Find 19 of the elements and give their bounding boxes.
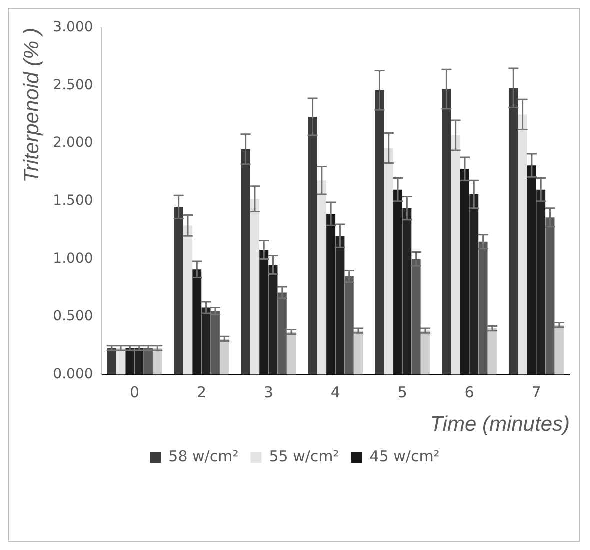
y-tick-label: 2.500 xyxy=(53,77,94,94)
y-axis-title: Triterpenoid (% ) xyxy=(20,28,44,183)
y-tick-label: 3.000 xyxy=(53,20,94,36)
legend-label: 45 w/cm² xyxy=(370,447,440,466)
x-tick-label: 0 xyxy=(130,384,140,402)
legend-label: 58 w/cm² xyxy=(168,447,239,466)
x-tick-label: 3 xyxy=(264,384,274,402)
x-tick-label: 4 xyxy=(330,384,340,402)
x-tick-label: 6 xyxy=(464,384,474,402)
x-tick-label: 2 xyxy=(196,384,206,402)
x-tick-label: 7 xyxy=(532,384,542,402)
y-tick-label: 0.000 xyxy=(53,366,94,382)
y-tick-label: 1.500 xyxy=(53,193,94,210)
y-tick-label: 2.000 xyxy=(53,135,94,152)
y-tick-label: 0.500 xyxy=(53,308,94,325)
x-tick-label: 5 xyxy=(398,384,408,402)
x-axis-title: Time (minutes) xyxy=(430,413,570,436)
y-tick-label: 1.000 xyxy=(53,250,94,267)
legend-label: 55 w/cm² xyxy=(269,447,340,466)
